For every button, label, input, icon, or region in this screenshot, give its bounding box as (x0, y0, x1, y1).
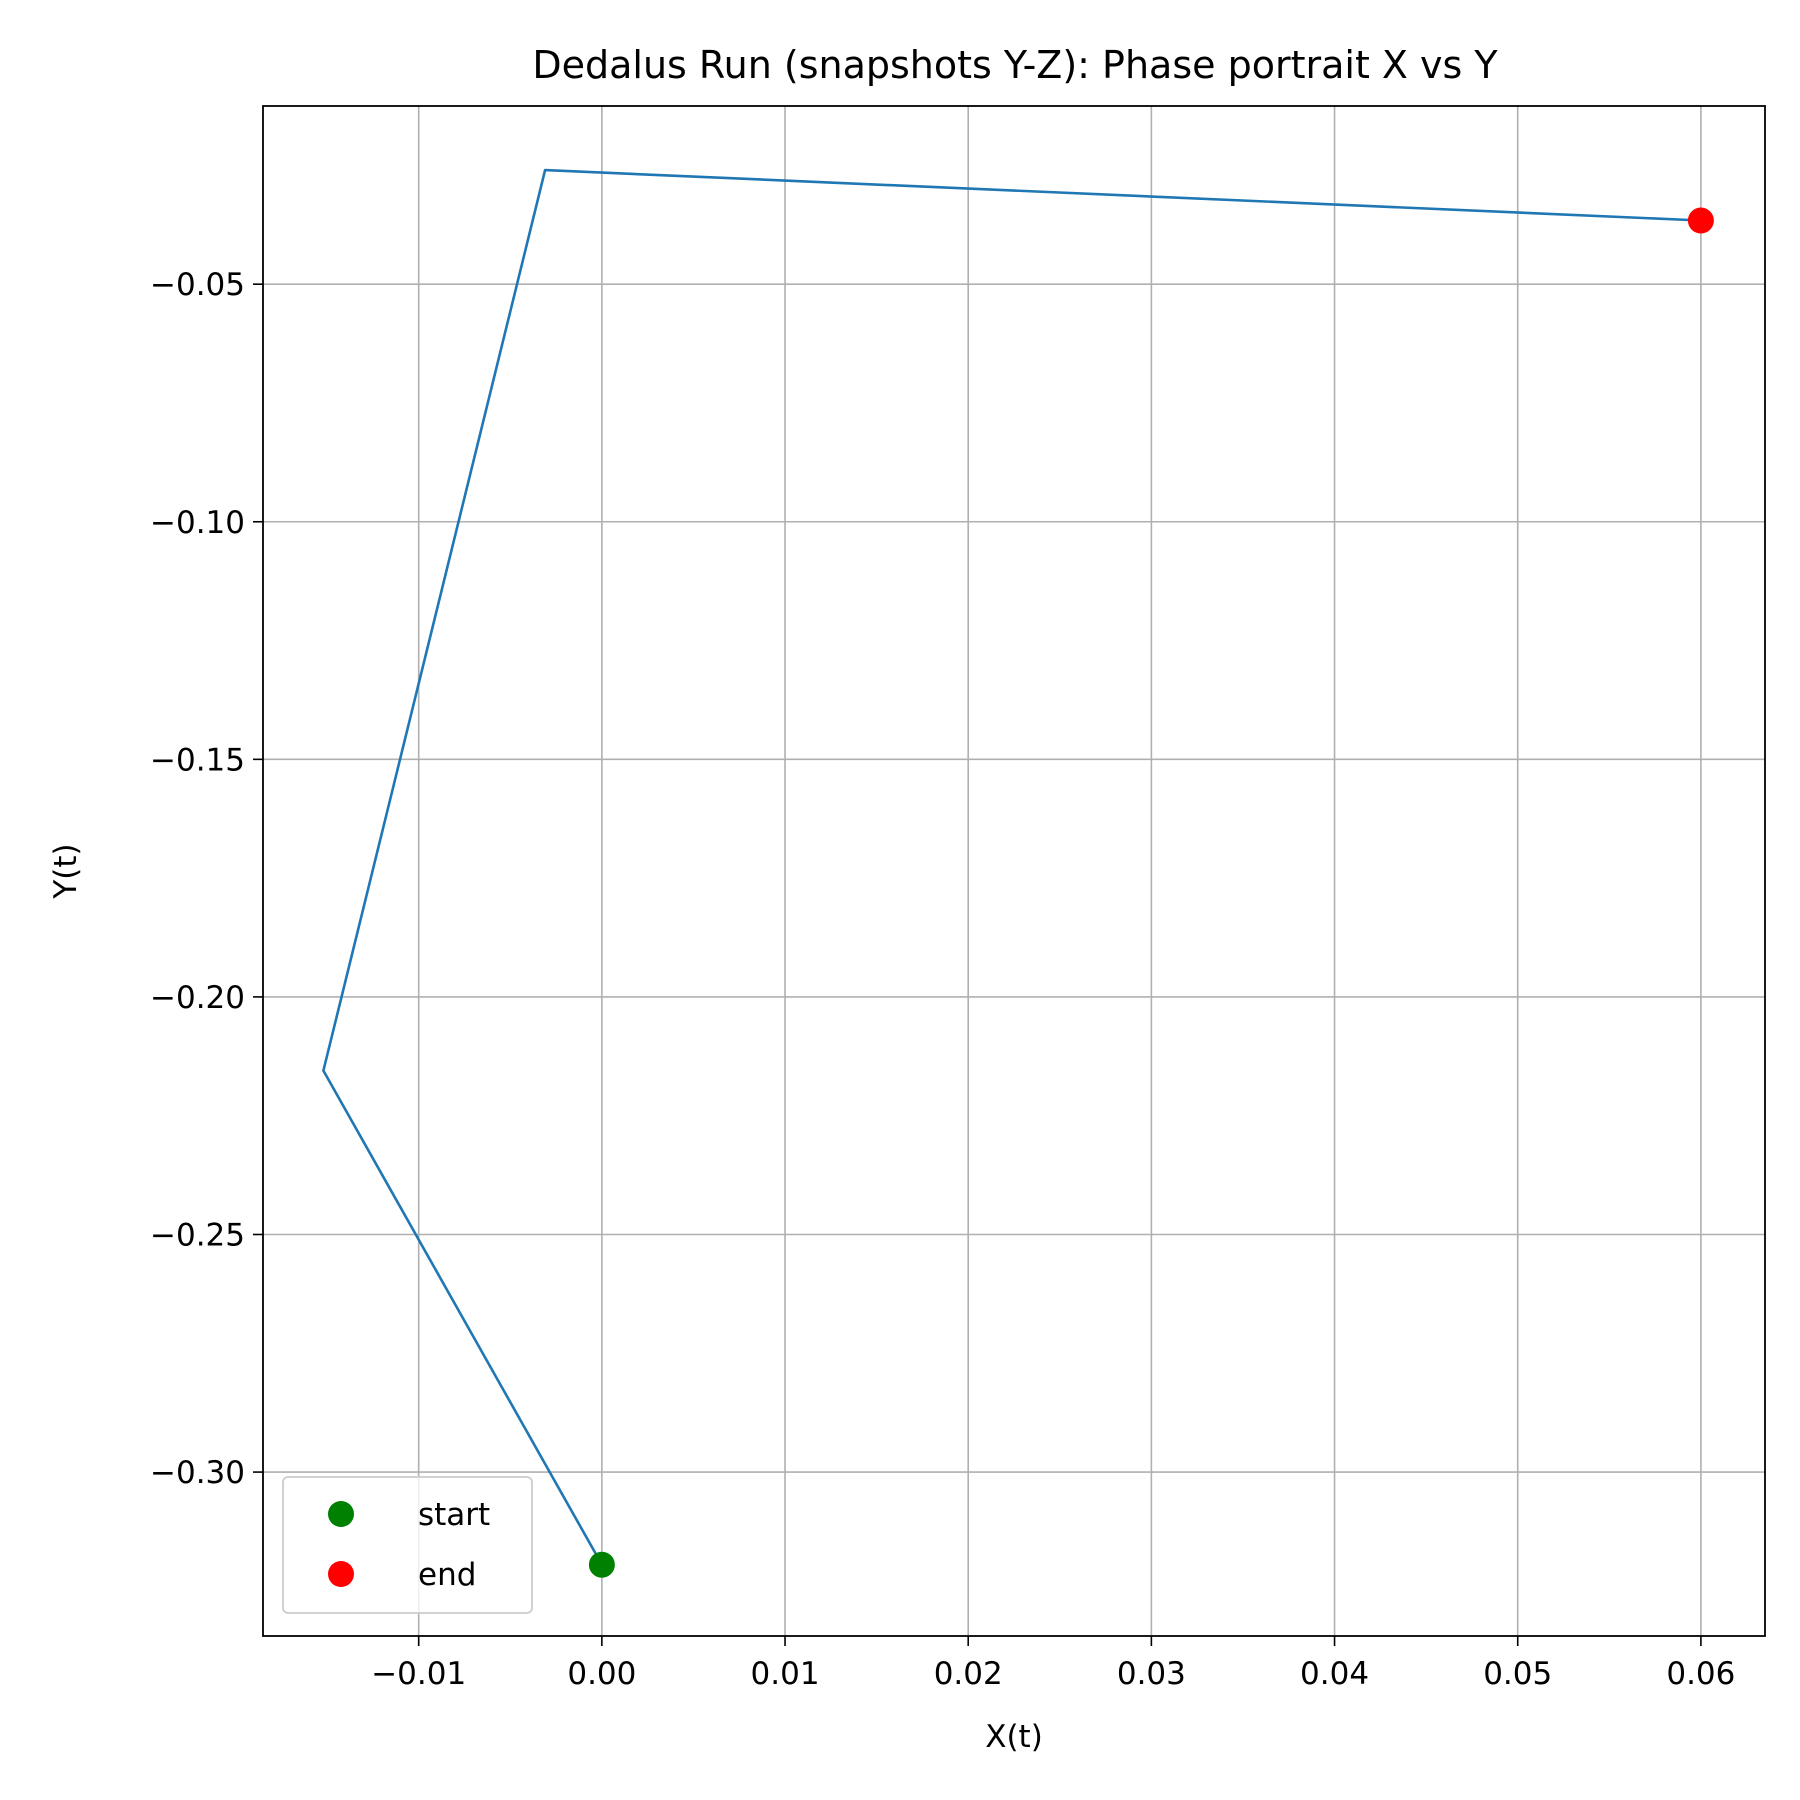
end-marker (1687, 207, 1714, 234)
x-axis-label: X(t) (985, 1719, 1043, 1755)
legend-start-label: start (418, 1497, 490, 1533)
marker-layer (588, 207, 1714, 1578)
x-tick-label: −0.01 (371, 1656, 466, 1692)
y-tick-label: −0.30 (150, 1455, 245, 1491)
y-tick-label: −0.05 (150, 267, 245, 303)
start-marker (588, 1551, 615, 1578)
y-tick-label: −0.20 (150, 980, 245, 1016)
y-tick-label: −0.15 (150, 742, 245, 778)
y-tick-label: −0.10 (150, 505, 245, 541)
x-tick-label: 0.02 (934, 1656, 1003, 1692)
x-tick-label: 0.05 (1483, 1656, 1552, 1692)
x-tick-label: 0.03 (1117, 1656, 1186, 1692)
legend-start-swatch (328, 1501, 354, 1527)
chart-title: Dedalus Run (snapshots Y-Z): Phase portr… (532, 43, 1498, 87)
x-tick-label: 0.01 (751, 1656, 820, 1692)
y-axis-label: Y(t) (48, 843, 84, 899)
trajectory-line (322, 168, 1701, 1566)
grid (263, 106, 1765, 1636)
axis-ticks: −0.01 0.00 0.01 0.02 0.03 0.04 0.05 0.06 −0.30 −0… (150, 267, 1735, 1692)
y-tick-label: −0.25 (150, 1217, 245, 1253)
legend-end-label: end (418, 1557, 476, 1593)
legend-box (282, 1476, 533, 1614)
legend-end-swatch (328, 1561, 354, 1587)
x-tick-label: 0.06 (1666, 1656, 1735, 1692)
legend: start end (282, 1476, 533, 1614)
plot-frame (262, 105, 1766, 1637)
series-layer (322, 168, 1701, 1566)
x-tick-label: 0.00 (567, 1656, 636, 1692)
x-tick-label: 0.04 (1300, 1656, 1369, 1692)
